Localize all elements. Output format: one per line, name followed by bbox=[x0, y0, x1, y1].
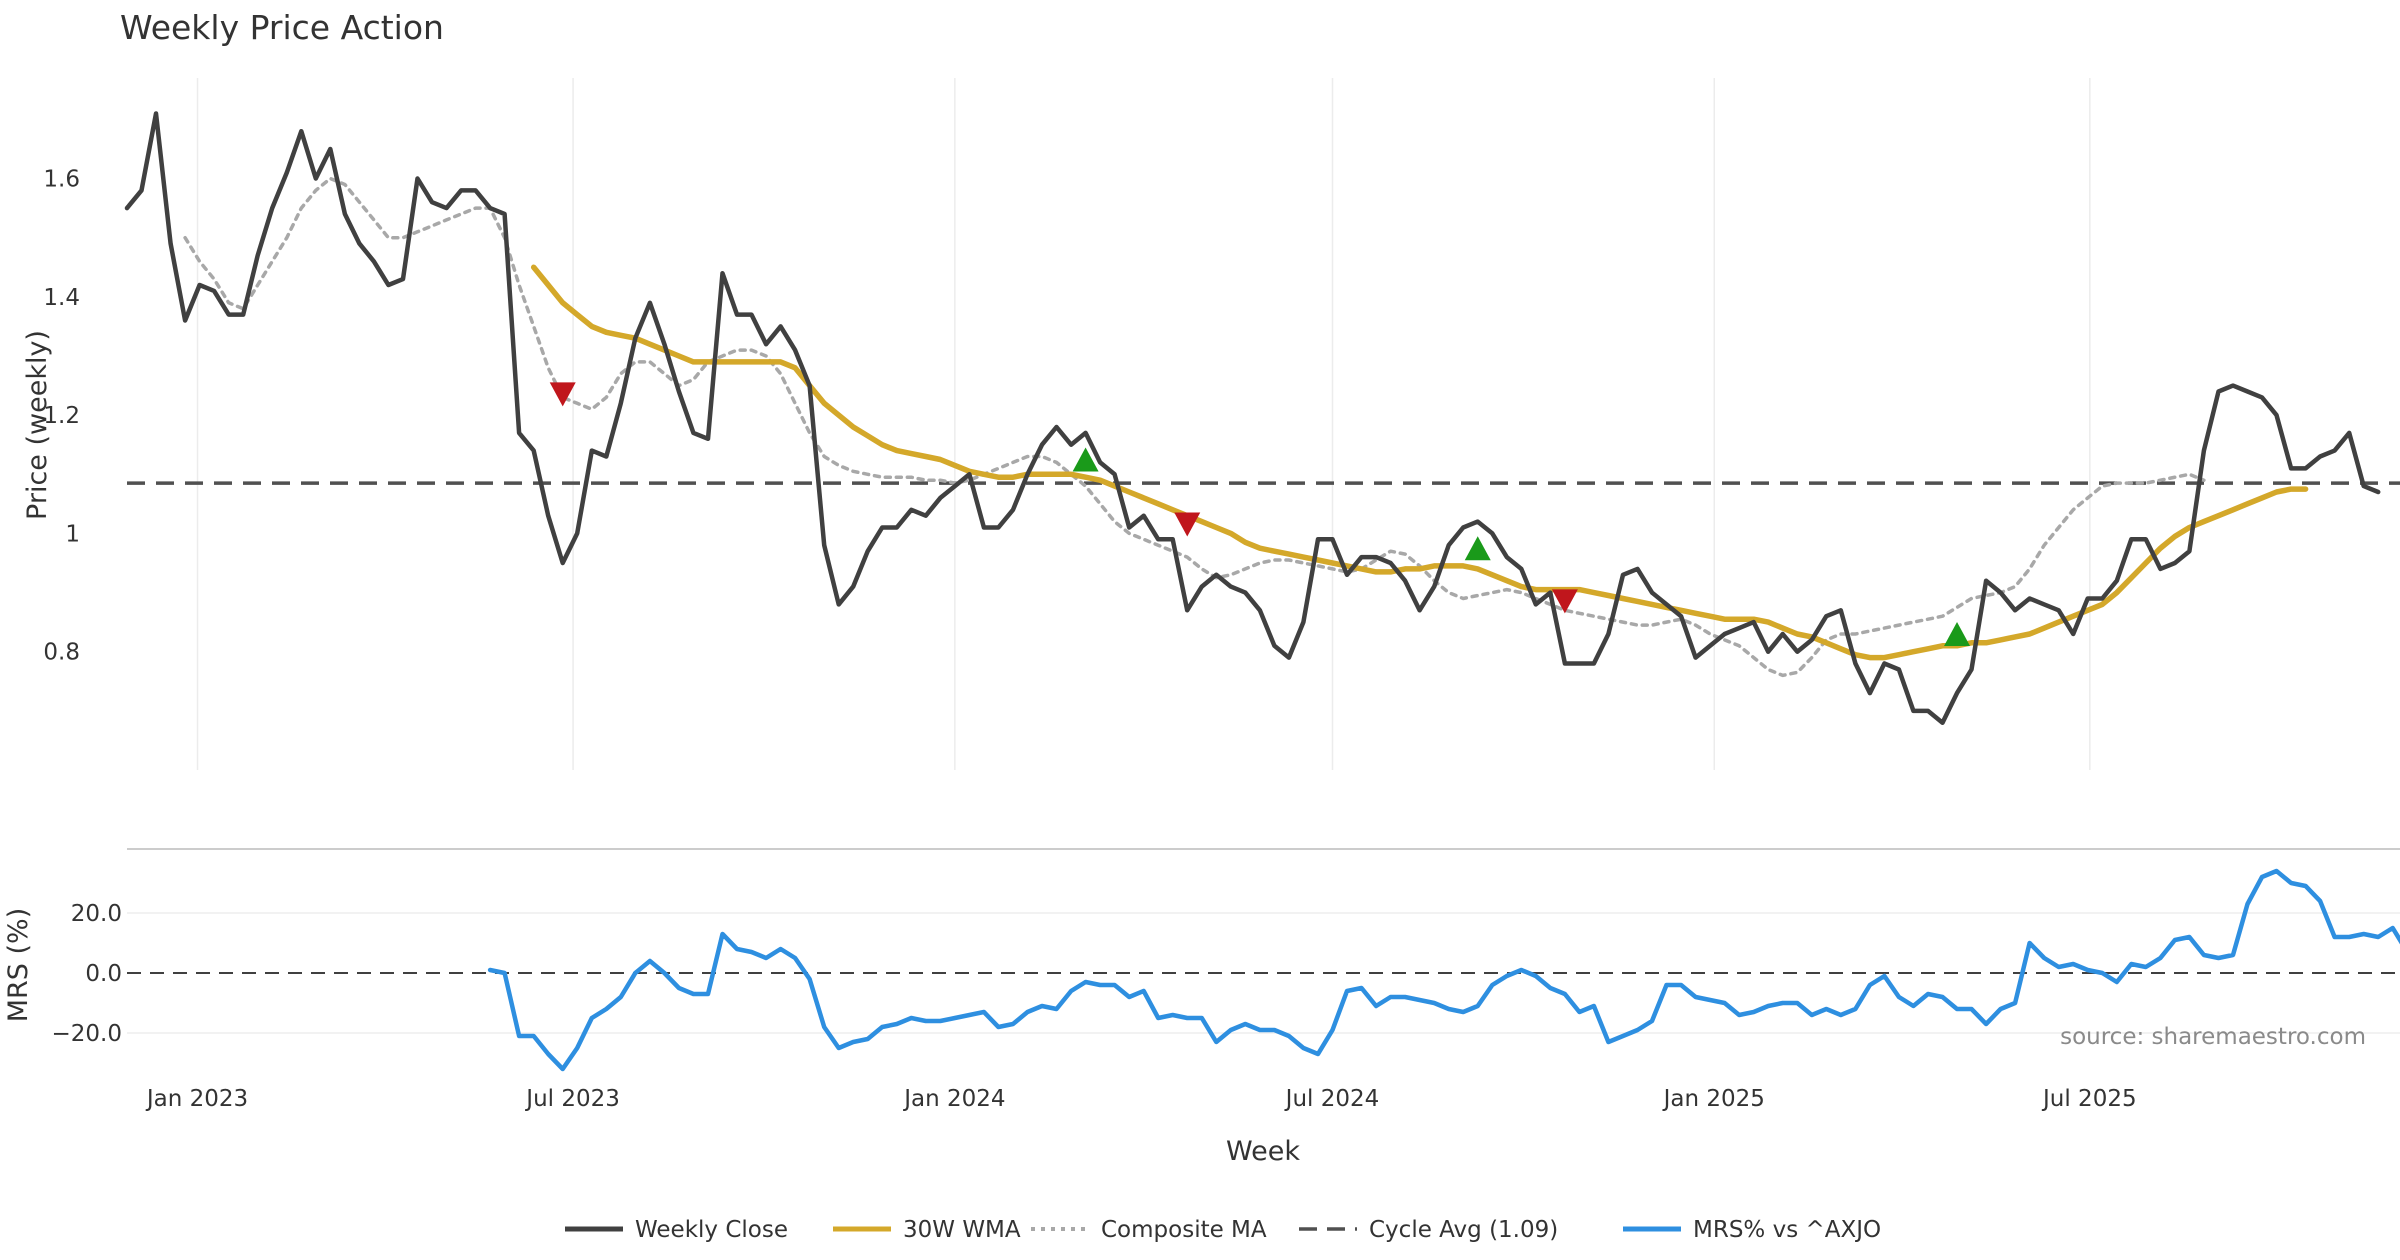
signal-markers bbox=[549, 382, 1971, 646]
legend-label: Composite MA bbox=[1101, 1217, 1267, 1243]
legend-label: Weekly Close bbox=[635, 1217, 788, 1243]
price-y-tick-label: 1.6 bbox=[43, 167, 80, 193]
mrs-y-axis: −20.0 0.0 20.0 bbox=[52, 901, 2400, 1047]
price-y-tick-label: 1 bbox=[65, 521, 80, 547]
price-y-axis: 0.8 1 1.2 1.4 1.6 bbox=[43, 167, 80, 666]
buy-signal-marker bbox=[1464, 536, 1491, 561]
mrs-line bbox=[487, 868, 2400, 1072]
chart-title: Weekly Price Action bbox=[120, 8, 444, 47]
legend-label: Cycle Avg (1.09) bbox=[1369, 1217, 1558, 1243]
mrs-y-tick-label: −20.0 bbox=[52, 1021, 122, 1047]
price-y-tick-label: 0.8 bbox=[43, 640, 80, 666]
legend-label: 30W WMA bbox=[903, 1217, 1021, 1243]
wma-30w-line bbox=[530, 264, 2309, 661]
price-panel: 0.8 1 1.2 1.4 1.6 Price (weekly) bbox=[22, 78, 2400, 770]
x-tick-label: Jan 2023 bbox=[145, 1086, 248, 1112]
x-axis-ticks: Jan 2023 Jul 2023 Jan 2024 Jul 2024 Jan 2025… bbox=[145, 1086, 2137, 1112]
price-y-axis-label: Price (weekly) bbox=[22, 330, 53, 520]
legend: Weekly Close 30W WMA Composite MA Cycle Avg… bbox=[565, 1217, 1881, 1243]
buy-signal-marker bbox=[1072, 447, 1099, 472]
sell-signal-marker bbox=[1551, 589, 1578, 614]
x-tick-label: Jan 2025 bbox=[1662, 1086, 1765, 1112]
composite-ma-line bbox=[183, 176, 2206, 678]
mrs-series-group bbox=[487, 868, 2400, 1072]
buy-signal-marker bbox=[1944, 621, 1971, 646]
x-tick-label: Jan 2024 bbox=[902, 1086, 1005, 1112]
legend-label: MRS% vs ^AXJO bbox=[1693, 1217, 1881, 1243]
x-tick-label: Jul 2024 bbox=[1284, 1086, 1380, 1112]
mrs-y-tick-label: 20.0 bbox=[71, 901, 122, 927]
mrs-panel: −20.0 0.0 20.0 MRS (%) source: sharemaestr… bbox=[3, 868, 2400, 1072]
price-y-tick-label: 1.4 bbox=[43, 285, 80, 311]
price-x-gridlines bbox=[196, 78, 2091, 770]
price-series-group bbox=[124, 111, 2381, 725]
weekly-close-line bbox=[124, 111, 2381, 725]
mrs-y-axis-label: MRS (%) bbox=[3, 908, 34, 1023]
x-axis-label: Week bbox=[1226, 1136, 1300, 1167]
x-tick-label: Jul 2025 bbox=[2041, 1086, 2137, 1112]
source-note: source: sharemaestro.com bbox=[2060, 1024, 2366, 1050]
sell-signal-marker bbox=[1174, 512, 1201, 537]
mrs-y-tick-label: 0.0 bbox=[85, 961, 122, 987]
x-tick-label: Jul 2023 bbox=[524, 1086, 620, 1112]
sell-signal-marker bbox=[549, 382, 576, 407]
price-y-tick-label: 1.2 bbox=[43, 403, 80, 429]
